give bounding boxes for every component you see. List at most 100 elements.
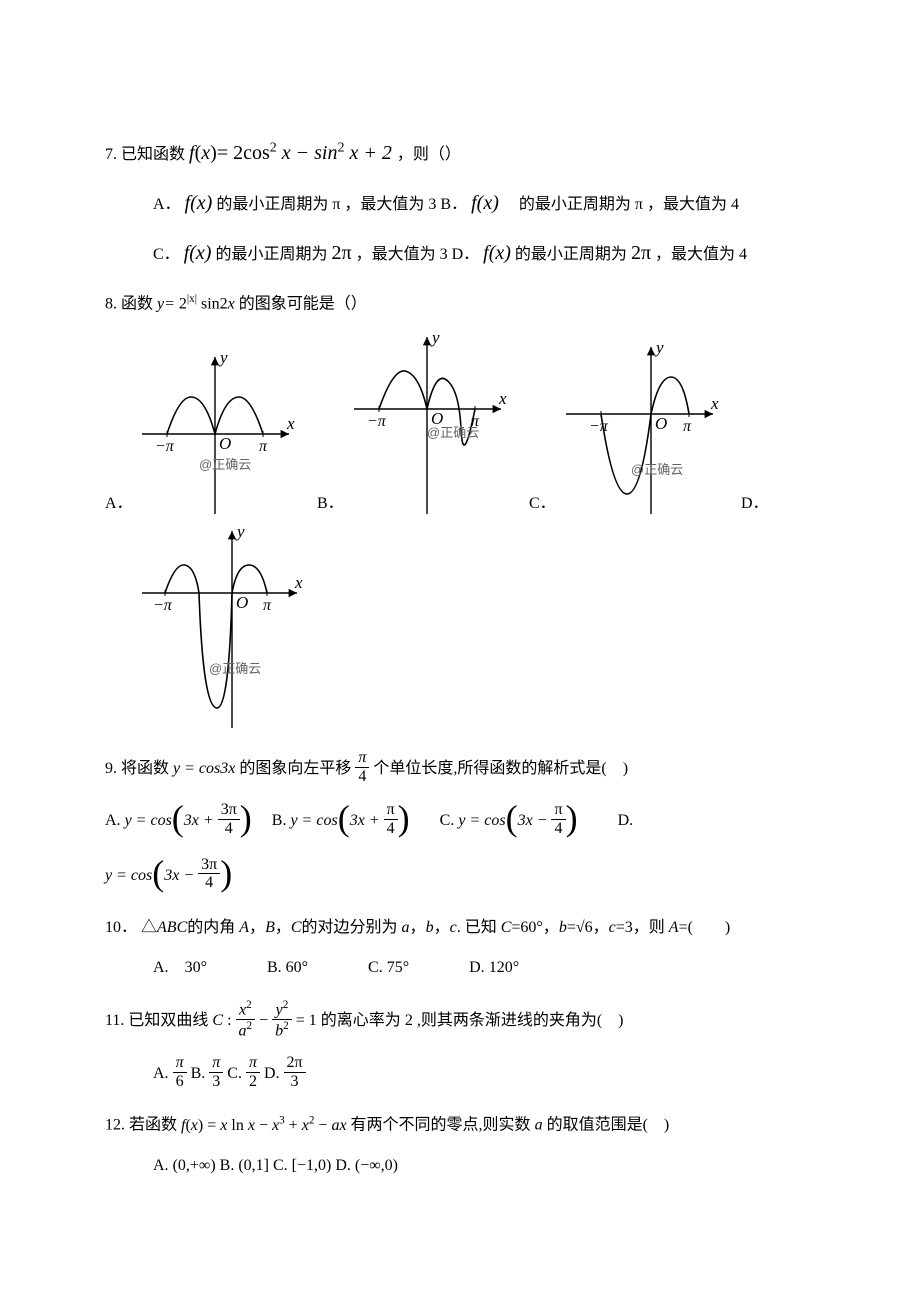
q7-opt-a-label: A． — [153, 196, 181, 213]
q11-number: 11. — [105, 1012, 124, 1029]
q11-frac1: x2a2 — [236, 999, 256, 1040]
q8-graph-b: x y O −π π @正确云 — [349, 329, 509, 519]
q11-minus: − — [259, 1012, 272, 1029]
q12-number: 12. — [105, 1117, 125, 1134]
svg-text:π: π — [259, 438, 268, 455]
q9-opt-b: B. y = cos(3x + π4) — [272, 803, 410, 839]
svg-text:y: y — [235, 523, 245, 541]
svg-text:π: π — [263, 597, 272, 614]
q12-suffix2: 的取值范围是( ) — [547, 1117, 670, 1134]
q7-opt-d-label: D． — [452, 246, 480, 263]
q9-mid2: 个单位长度,所得函数的解析式是( ) — [373, 760, 628, 777]
svg-text:−π: −π — [155, 438, 175, 455]
q8-graph-c: x y O −π π @正确云 — [561, 339, 721, 519]
q9-prefix: 将函数 — [121, 760, 173, 777]
q8-exp: |x| — [187, 293, 197, 305]
q7-opt-c-fx: f(x) — [184, 242, 212, 264]
q10-number: 10． — [105, 919, 137, 936]
q8-yeq: y= — [157, 295, 175, 312]
svg-text:x: x — [294, 573, 303, 592]
q7-opt-c-label: C． — [153, 246, 180, 263]
svg-text:O: O — [655, 414, 667, 433]
q11-prefix: 已知双曲线 — [128, 1012, 212, 1029]
q12-func: f(x) = x ln x − x3 + x2 − ax — [181, 1117, 351, 1134]
question-11: 11. 已知双曲线 C : x2a2 − y2b2 = 1 的离心率为 2 ,则… — [105, 1001, 830, 1092]
svg-text:y: y — [654, 339, 664, 357]
q9-shift-frac: π4 — [355, 749, 369, 785]
svg-text:@正确云: @正确云 — [427, 425, 479, 440]
q7-opt-d-t2: 的最小正周期为 — [515, 246, 627, 263]
svg-text:−π: −π — [153, 597, 173, 614]
q9-number: 9. — [105, 760, 117, 777]
q11-opt-c: C. π2 — [227, 1065, 260, 1082]
q11-suffix: ,则其两条渐进线的夹角为( ) — [417, 1012, 624, 1029]
q7-number: 7. — [105, 146, 117, 163]
question-8: 8. 函数 y= 2|x| sin2x 的图象可能是（） A． x y O −π… — [105, 289, 830, 733]
q8-opt-c-label: C． — [529, 490, 561, 519]
q11-mid: 的离心率为 — [321, 1012, 401, 1029]
q10-text: △ABC的内角 A，B，C的对边分别为 a，b，c. 已知 C=60°，b=√6… — [141, 919, 730, 936]
q7-opt-b-fx: f(x) — [471, 192, 499, 214]
q12-prefix: 若函数 — [129, 1117, 181, 1134]
q8-opt-b-label: B． — [317, 490, 349, 519]
q11-frac2: y2b2 — [272, 999, 292, 1040]
q9-opt-a: A. y = cos(3x + 3π4) — [105, 803, 252, 839]
q11-colon: : — [227, 1012, 235, 1029]
q11-c: C — [212, 1012, 223, 1029]
svg-text:O: O — [219, 434, 231, 453]
q7-opt-a-text: 的最小正周期为 π ，最大值为 3 — [216, 196, 436, 213]
svg-text:−π: −π — [367, 413, 387, 430]
q7-opt-c-t3: ，最大值为 3 — [356, 246, 448, 263]
q12-opt-c: C. [−1,0) — [273, 1157, 331, 1174]
q12-opt-b: B. (0,1] — [220, 1157, 269, 1174]
q7-opt-c-period: 2π — [331, 242, 351, 264]
q7-opt-d-period: 2π — [631, 242, 651, 264]
svg-text:y: y — [430, 329, 440, 347]
q10-opt-a: A. 30° — [153, 954, 207, 983]
q8-prefix: 函数 — [121, 295, 157, 312]
q8-x: x — [228, 295, 235, 312]
q7-suffix: ，则（） — [397, 146, 461, 163]
q11-opt-d: D. 2π3 — [264, 1065, 306, 1082]
question-12: 12. 若函数 f(x) = x ln x − x3 + x2 − ax 有两个… — [105, 1110, 830, 1181]
question-9: 9. 将函数 y = cos3x 的图象向左平移 π4 个单位长度,所得函数的解… — [105, 751, 830, 894]
q10-opt-d: D. 120° — [469, 954, 519, 983]
q9-opt-c: C. y = cos(3x − π4) — [440, 803, 578, 839]
q8-opt-a-label: A． — [105, 490, 137, 519]
svg-text:x: x — [710, 394, 719, 413]
q11-opt-b: B. π3 — [191, 1065, 224, 1082]
svg-text:y: y — [218, 349, 228, 367]
svg-text:O: O — [236, 593, 248, 612]
q8-graph-a: x y O −π π @正确云 — [137, 349, 297, 519]
q8-number: 8. — [105, 295, 117, 312]
q12-suffix: 有两个不同的零点,则实数 — [351, 1117, 531, 1134]
q11-opt-a: A. π6 — [153, 1065, 187, 1082]
q8-base: 2 — [179, 295, 187, 312]
q7-opt-a-fx: f(x) — [185, 192, 213, 214]
question-7: 7. 已知函数 f(x)= 2cos2 x − sin2 x + 2 ，则（） … — [105, 135, 830, 271]
q11-ecc: 2 — [405, 1012, 413, 1029]
q7-opt-c-t2: 的最小正周期为 — [215, 246, 327, 263]
q8-suffix: 的图象可能是（） — [239, 295, 367, 312]
svg-text:π: π — [683, 418, 692, 435]
q9-mid1: 的图象向左平移 — [239, 760, 355, 777]
q7-formula: f(x)= 2cos2 x − sin2 x + 2 — [189, 142, 397, 164]
q9-opt-d-label: D. — [618, 807, 634, 836]
svg-text:@正确云: @正确云 — [199, 457, 251, 472]
svg-text:x: x — [498, 389, 507, 408]
q7-prefix: 已知函数 — [121, 146, 185, 163]
q11-eq1: = 1 — [296, 1012, 317, 1029]
svg-text:@正确云: @正确云 — [631, 462, 683, 477]
q8-opt-d-label: D． — [741, 490, 773, 519]
q10-opt-b: B. 60° — [267, 954, 308, 983]
q12-a: a — [535, 1117, 543, 1134]
q7-opt-d-fx: f(x) — [483, 242, 511, 264]
svg-text:@正确云: @正确云 — [209, 661, 261, 676]
q12-opt-d: D. (−∞,0) — [335, 1157, 398, 1174]
q9-func: y = cos3x — [173, 760, 235, 777]
q12-opt-a: A. (0,+∞) — [153, 1157, 216, 1174]
q10-opt-c: C. 75° — [368, 954, 409, 983]
q8-sin: sin2 — [201, 295, 228, 312]
svg-text:−π: −π — [589, 418, 609, 435]
q7-opt-d-t3: ，最大值为 4 — [655, 246, 747, 263]
